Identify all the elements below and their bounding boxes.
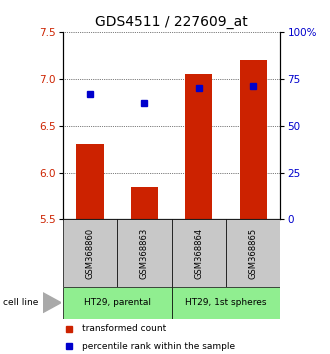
Text: GSM368865: GSM368865 xyxy=(249,228,258,279)
Bar xyxy=(117,219,172,287)
Bar xyxy=(76,144,104,219)
Bar xyxy=(131,187,158,219)
Bar xyxy=(172,287,280,319)
Text: HT29, 1st spheres: HT29, 1st spheres xyxy=(185,298,267,307)
Text: percentile rank within the sample: percentile rank within the sample xyxy=(82,342,235,351)
Bar xyxy=(240,60,267,219)
Text: GSM368863: GSM368863 xyxy=(140,228,149,279)
Bar xyxy=(172,219,226,287)
Bar xyxy=(226,219,280,287)
Text: GSM368860: GSM368860 xyxy=(85,228,94,279)
Text: GSM368864: GSM368864 xyxy=(194,228,203,279)
Text: transformed count: transformed count xyxy=(82,324,167,333)
Polygon shape xyxy=(43,293,61,313)
Text: HT29, parental: HT29, parental xyxy=(83,298,151,307)
Bar xyxy=(63,287,172,319)
Bar xyxy=(185,74,213,219)
Title: GDS4511 / 227609_at: GDS4511 / 227609_at xyxy=(95,16,248,29)
Bar xyxy=(63,219,117,287)
Text: cell line: cell line xyxy=(3,298,39,307)
